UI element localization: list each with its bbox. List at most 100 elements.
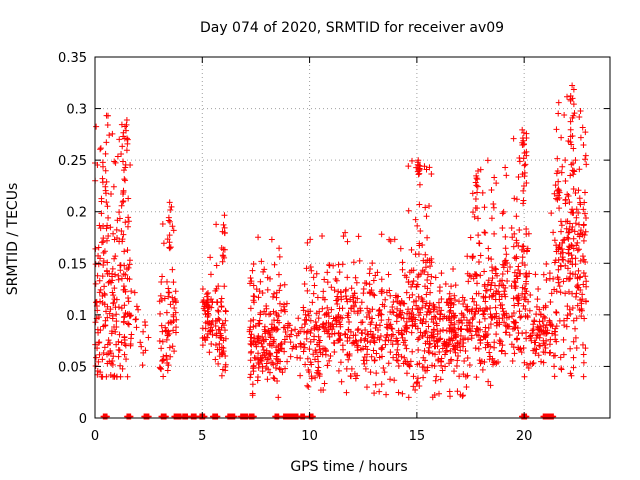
data-point: [270, 338, 277, 345]
data-point: [256, 288, 263, 295]
data-point: [399, 259, 406, 266]
data-point: [575, 187, 582, 194]
data-point: [452, 333, 459, 340]
data-point: [304, 287, 311, 294]
data-point: [112, 328, 119, 335]
data-point: [268, 236, 275, 243]
data-point: [424, 271, 431, 278]
data-point: [262, 330, 269, 337]
data-point: [156, 338, 163, 345]
data-point: [123, 356, 130, 363]
data-point: [572, 157, 579, 164]
data-point: [158, 345, 165, 352]
data-point: [433, 322, 440, 329]
data-point: [370, 277, 377, 284]
data-point: [523, 280, 530, 287]
data-point: [158, 278, 165, 285]
data-point: [572, 293, 579, 300]
data-point: [362, 327, 369, 334]
data-point: [553, 338, 560, 345]
data-point: [571, 168, 578, 175]
data-point: [249, 381, 256, 388]
data-point: [511, 278, 518, 285]
data-point: [531, 318, 538, 325]
data-point: [555, 110, 562, 117]
data-point: [556, 243, 563, 250]
data-point: [403, 345, 410, 352]
data-point: [537, 323, 544, 330]
data-point: [451, 368, 458, 375]
data-point: [574, 239, 581, 246]
data-point: [573, 214, 580, 221]
data-point: [477, 339, 484, 346]
data-point: [571, 110, 578, 117]
data-point: [510, 295, 517, 302]
data-point: [122, 123, 129, 130]
data-point: [568, 209, 575, 216]
data-point: [131, 289, 138, 296]
data-point: [352, 274, 359, 281]
data-point: [470, 209, 477, 216]
data-point: [300, 341, 307, 348]
data-point: [113, 311, 120, 318]
data-point: [109, 130, 116, 137]
data-point: [451, 292, 458, 299]
data-point: [410, 298, 417, 305]
data-point: [359, 330, 366, 337]
data-point: [222, 361, 229, 368]
data-point: [103, 237, 110, 244]
data-point: [471, 298, 478, 305]
data-point: [491, 339, 498, 346]
data-point: [511, 254, 518, 261]
data-point: [359, 345, 366, 352]
data-point: [221, 224, 228, 231]
data-point: [473, 175, 480, 182]
data-point: [548, 210, 555, 217]
data-point: [488, 186, 495, 193]
data-point: [394, 357, 401, 364]
data-point: [516, 308, 523, 315]
data-point: [159, 357, 166, 364]
data-point: [492, 304, 499, 311]
data-point: [274, 356, 281, 363]
data-point: [521, 296, 528, 303]
data-point: [490, 204, 497, 211]
data-point: [408, 246, 415, 253]
data-point: [535, 352, 542, 359]
data-point: [118, 228, 125, 235]
data-point: [419, 298, 426, 305]
data-point: [566, 199, 573, 206]
data-point: [292, 326, 299, 333]
data-point: [426, 341, 433, 348]
data-point: [448, 283, 455, 290]
data-point: [101, 301, 108, 308]
data-point: [469, 190, 476, 197]
axis-ticks: 0 0.05 0.1 0.15 0.2 0.25 0.3 0.35 0 5 10 15 20: [58, 51, 610, 444]
data-point: [485, 255, 492, 262]
data-point: [138, 343, 145, 350]
data-point: [94, 272, 101, 279]
data-point: [310, 336, 317, 343]
data-point: [335, 337, 342, 344]
data-point: [420, 354, 427, 361]
data-point: [102, 167, 109, 174]
data-point: [112, 271, 119, 278]
data-point: [572, 190, 579, 197]
data-point: [254, 373, 261, 380]
data-point: [330, 339, 337, 346]
data-point: [107, 224, 114, 231]
data-point: [345, 326, 352, 333]
data-point: [306, 346, 313, 353]
data-point: [385, 271, 392, 278]
data-point: [426, 257, 433, 264]
data-point: [133, 303, 140, 310]
data-point: [521, 261, 528, 268]
data-point: [250, 261, 257, 268]
data-point: [112, 253, 119, 260]
data-point: [104, 121, 111, 128]
data-point: [554, 187, 561, 194]
data-point: [424, 285, 431, 292]
data-point: [447, 393, 454, 400]
data-point: [572, 220, 579, 227]
data-point: [573, 315, 580, 322]
